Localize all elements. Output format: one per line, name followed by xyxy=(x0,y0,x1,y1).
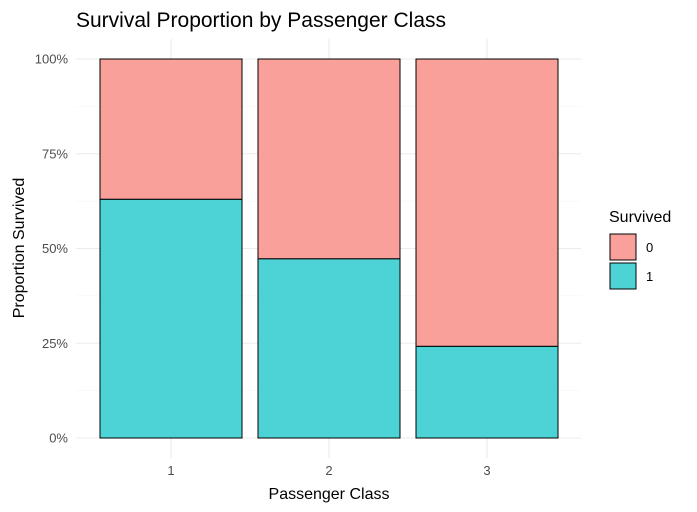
legend-label-0: 0 xyxy=(646,240,653,255)
bar-class-1-survived-0 xyxy=(99,58,243,200)
y-axis-ticks: 0% 25% 50% 75% 100% xyxy=(35,52,69,446)
bar-class-1-survived-1 xyxy=(99,198,243,439)
x-tick-label: 2 xyxy=(325,463,332,478)
x-axis-ticks: 1 2 3 xyxy=(167,463,490,478)
bar-class-3-survived-0 xyxy=(415,58,559,347)
bar-class-2-survived-1 xyxy=(257,258,401,439)
y-tick-label: 0% xyxy=(49,431,68,446)
chart-title: Survival Proportion by Passenger Class xyxy=(76,9,446,32)
bar-class-3-survived-1 xyxy=(415,345,559,439)
x-tick-label: 3 xyxy=(483,463,490,478)
y-tick-label: 25% xyxy=(42,336,68,351)
y-tick-label: 50% xyxy=(42,241,68,256)
legend: Survived 0 1 xyxy=(609,209,671,290)
legend-label-1: 1 xyxy=(646,269,653,284)
legend-swatch-1 xyxy=(609,262,637,290)
bars xyxy=(99,58,559,439)
bar-class-2-survived-0 xyxy=(257,58,401,260)
x-axis-title: Passenger Class xyxy=(269,486,390,503)
legend-swatch-0 xyxy=(609,233,637,261)
y-tick-label: 100% xyxy=(35,52,69,67)
y-tick-label: 75% xyxy=(42,146,68,161)
legend-title: Survived xyxy=(609,209,671,226)
x-tick-label: 1 xyxy=(167,463,174,478)
y-axis-title: Proportion Survived xyxy=(11,178,28,319)
